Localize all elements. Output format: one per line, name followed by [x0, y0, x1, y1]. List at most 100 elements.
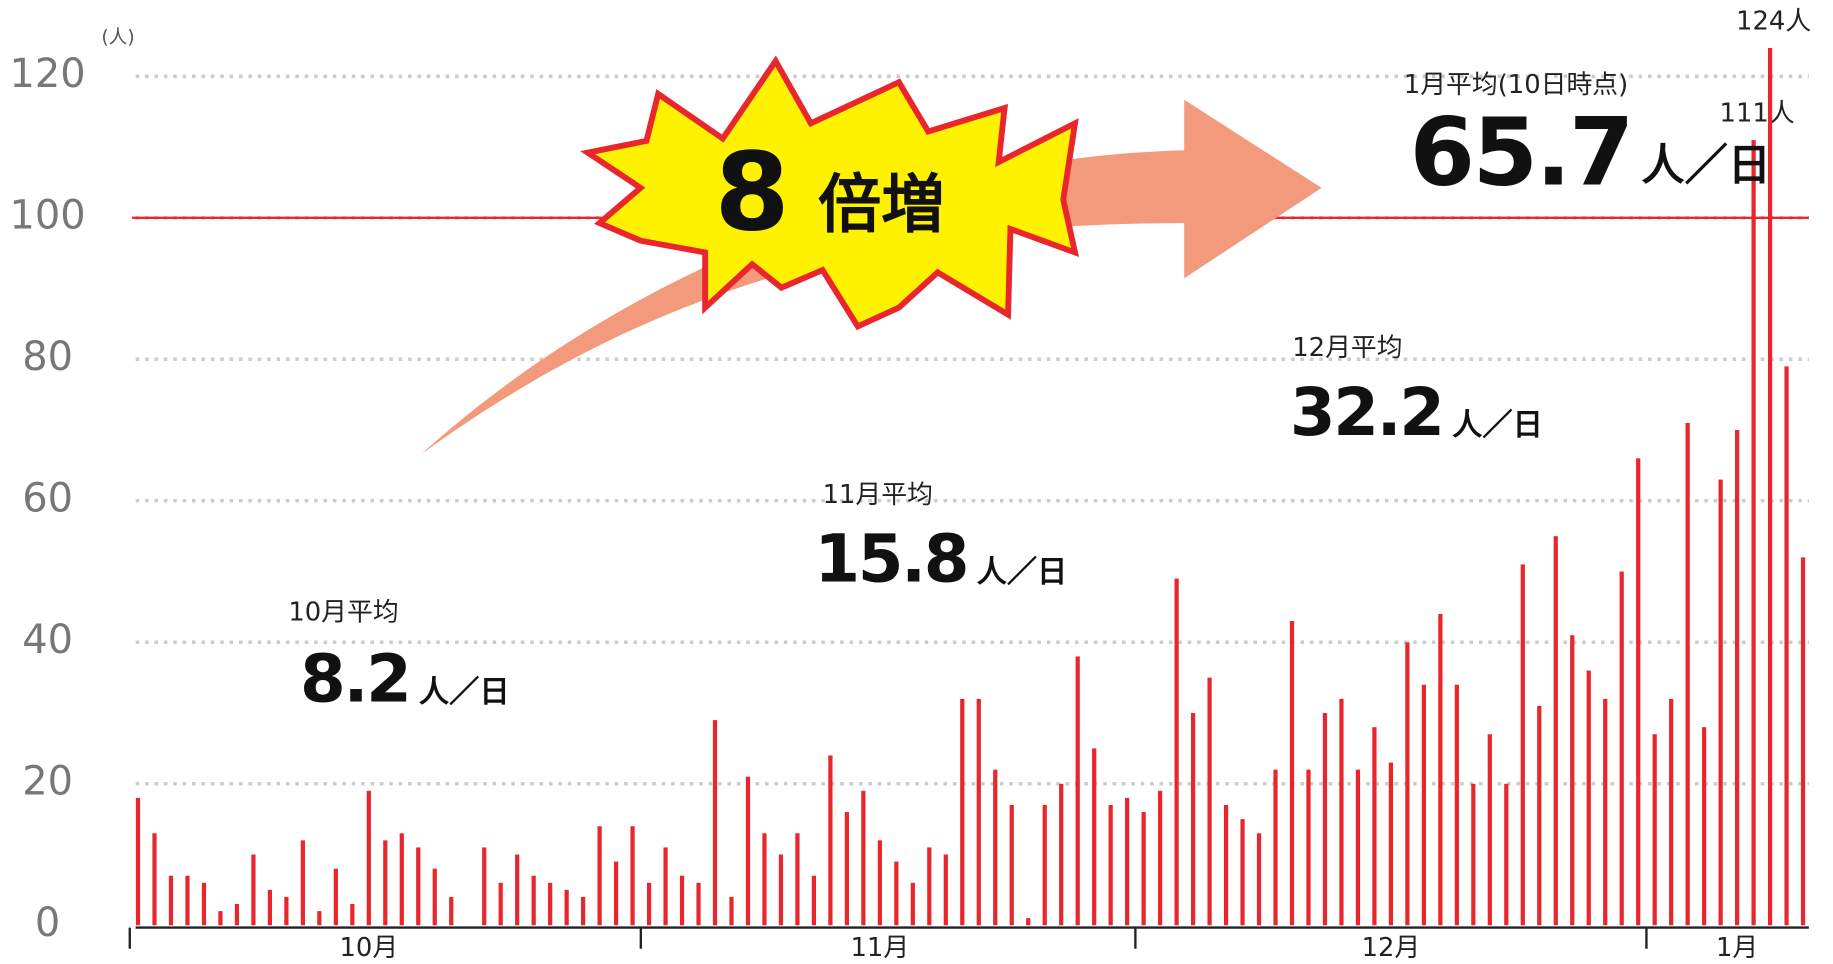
bar: [400, 833, 404, 925]
bar: [1010, 805, 1014, 925]
y-unit: (人): [101, 26, 134, 48]
annotation-unit: 人／日: [1452, 408, 1543, 443]
bar: [1554, 536, 1558, 925]
bar: [894, 862, 898, 926]
bar: [1521, 564, 1525, 925]
y-tick-label: 100: [10, 192, 86, 238]
bar: [927, 847, 931, 925]
bar: [136, 798, 140, 925]
bar: [1306, 770, 1310, 926]
bar: [284, 897, 288, 925]
bar: [1620, 572, 1624, 926]
bar: [845, 812, 849, 925]
annotation-number: 15.8: [814, 521, 967, 598]
bar: [482, 847, 486, 925]
bar: [1158, 791, 1162, 925]
annotation-value: 32.2 人／日: [1290, 374, 1543, 451]
bar: [1784, 366, 1788, 925]
bar: [861, 791, 865, 925]
bar: [1125, 798, 1129, 925]
bar: [1488, 734, 1492, 925]
bar: [1702, 727, 1706, 925]
bar: [383, 840, 387, 925]
y-tick-label: 40: [22, 617, 73, 663]
bar: [1422, 685, 1426, 926]
bar: [1735, 430, 1739, 925]
bar: [317, 911, 321, 925]
bar: [1372, 727, 1376, 925]
bar: [1719, 480, 1723, 926]
burst-text: 倍増: [818, 168, 945, 242]
bar: [878, 840, 882, 925]
bar: [1636, 458, 1640, 925]
value-label: 111人: [1720, 99, 1795, 129]
annotation-label: 12月平均: [1292, 333, 1402, 363]
burst-number: 8: [715, 130, 790, 255]
y-tick-label: 20: [22, 758, 73, 804]
bar: [1603, 699, 1607, 925]
bar: [1092, 748, 1096, 925]
bar: [1240, 819, 1244, 925]
annotation-unit: 人／日: [977, 554, 1068, 589]
annotation-number: 8.2: [300, 640, 409, 717]
bar: [1669, 699, 1673, 925]
bar: [680, 876, 684, 926]
y-tick-label: 120: [10, 51, 86, 97]
bar: [944, 855, 948, 926]
bar: [1323, 713, 1327, 925]
bar: [1356, 770, 1360, 926]
x-tick-label: 10月: [339, 933, 398, 963]
bar: [1455, 685, 1459, 926]
bar: [185, 876, 189, 926]
bar: [1471, 784, 1475, 925]
bar: [729, 897, 733, 925]
bar: [1653, 734, 1657, 925]
bar: [1224, 805, 1228, 925]
bar: [1751, 140, 1755, 925]
bar: [597, 826, 601, 925]
bar: [1059, 784, 1063, 925]
bar: [1290, 621, 1294, 925]
bar: [1801, 557, 1805, 925]
bar: [1109, 805, 1113, 925]
bar: [911, 883, 915, 925]
y-tick-label: 60: [22, 475, 73, 521]
page: 8 倍増 (人) 02040608010012010月11月12月1月111人1…: [0, 0, 1833, 964]
bar: [367, 791, 371, 925]
bar: [1207, 678, 1211, 926]
value-label: 124人: [1736, 7, 1811, 37]
bar: [828, 755, 832, 925]
bar: [663, 847, 667, 925]
bar: [993, 770, 997, 926]
bar: [565, 890, 569, 925]
bar: [630, 826, 634, 925]
x-tick-label: 1月: [1716, 933, 1758, 963]
bar: [499, 883, 503, 925]
bar: [268, 890, 272, 925]
bar: [1405, 642, 1409, 925]
bar: [581, 897, 585, 925]
bar: [977, 699, 981, 925]
bar: [614, 862, 618, 926]
x-tick-label: 11月: [851, 933, 910, 963]
bar: [1587, 671, 1591, 926]
x-tick-label: 12月: [1362, 933, 1421, 963]
bar: [416, 847, 420, 925]
bar: [433, 869, 437, 926]
annotation-number: 32.2: [1290, 374, 1443, 451]
bar: [746, 777, 750, 926]
annotation-label: 1月平均(10日時点): [1404, 70, 1628, 100]
bar: [779, 855, 783, 926]
bar: [1257, 833, 1261, 925]
y-tick-label: 80: [22, 334, 73, 380]
bar: [960, 699, 964, 925]
annotation-unit: 人／日: [419, 674, 510, 709]
annotation-label: 10月平均: [288, 597, 398, 627]
bar: [1273, 770, 1277, 926]
bar: [202, 883, 206, 925]
bar: [449, 897, 453, 925]
annotation-value: 8.2 人／日: [300, 640, 510, 717]
bar: [515, 855, 519, 926]
bar: [1389, 763, 1393, 926]
